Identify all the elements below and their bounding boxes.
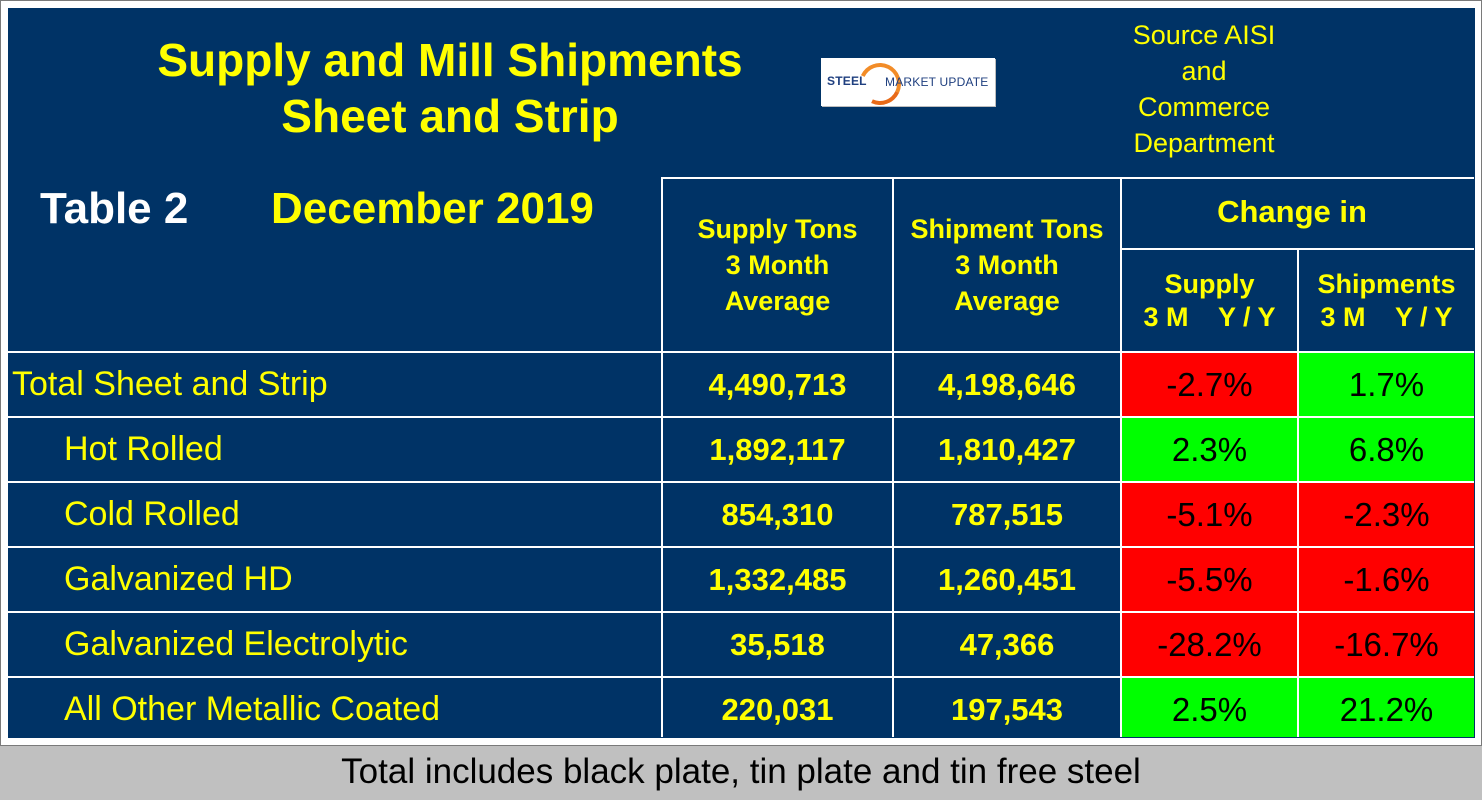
- source-line: Commerce: [1137, 92, 1271, 122]
- shipments-change-cell: -1.6%: [1299, 548, 1474, 611]
- row-label: Galvanized HD: [64, 560, 293, 598]
- report-date: December 2019: [271, 184, 594, 233]
- supply-change-cell: 2.3%: [1122, 418, 1297, 481]
- header-line: Average: [724, 286, 831, 316]
- row-divider: [7, 676, 1474, 678]
- header-top-border: [662, 177, 1474, 179]
- table-row: Galvanized HD 1,332,485 1,260,451 -5.5% …: [7, 548, 1474, 611]
- shipment-tons-cell: 197,543: [950, 692, 1064, 727]
- row-label: Galvanized Electrolytic: [64, 625, 408, 663]
- header-line: 3 Month: [955, 250, 1059, 280]
- shipment-tons-cell: 4,198,646: [938, 367, 1076, 402]
- column-divider: [1297, 249, 1299, 737]
- supply-tons-cell: 854,310: [721, 497, 834, 532]
- logo-steel-text: STEEL: [827, 74, 867, 88]
- row-label: Hot Rolled: [64, 430, 223, 468]
- column-divider: [892, 177, 894, 737]
- table-title: Supply and Mill Shipments Sheet and Stri…: [60, 32, 840, 144]
- row-divider: [7, 416, 1474, 418]
- table-row: All Other Metallic Coated 220,031 197,54…: [7, 678, 1474, 737]
- change-in-header: Change in: [1217, 194, 1367, 229]
- row-label: Total Sheet and Strip: [12, 365, 328, 403]
- shipments-change-cell: 1.7%: [1299, 353, 1474, 416]
- column-divider: [661, 177, 663, 737]
- supply-tons-cell: 220,031: [721, 692, 834, 727]
- table-row: Hot Rolled 1,892,117 1,810,427 2.3% 6.8%: [7, 418, 1474, 481]
- header-line: Shipment Tons: [910, 214, 1104, 244]
- supply-change-cell: 2.5%: [1122, 678, 1297, 737]
- source-line: Source AISI: [1132, 20, 1276, 50]
- header-line: 3 M Y / Y: [1320, 302, 1453, 332]
- row-label: Cold Rolled: [64, 495, 240, 533]
- title-line-1: Supply and Mill Shipments: [157, 34, 743, 86]
- source-note: Source AISI and Commerce Department: [1110, 17, 1298, 161]
- shipments-change-cell: 6.8%: [1299, 418, 1474, 481]
- table-row: Galvanized Electrolytic 35,518 47,366 -2…: [7, 613, 1474, 676]
- table-number: Table 2: [40, 184, 189, 233]
- header-line: 3 M Y / Y: [1143, 302, 1276, 332]
- logo-market-update-text: MARKET UPDATE: [885, 75, 989, 89]
- table-row: Total Sheet and Strip 4,490,713 4,198,64…: [7, 353, 1474, 416]
- shipment-tons-cell: 1,260,451: [938, 562, 1076, 597]
- source-line: Department: [1133, 128, 1275, 158]
- header-line: Shipments: [1317, 269, 1456, 299]
- header-line: Average: [954, 286, 1060, 316]
- supply-change-cell: -28.2%: [1122, 613, 1297, 676]
- header-line: Supply: [1164, 269, 1255, 299]
- shipment-tons-cell: 787,515: [950, 497, 1064, 532]
- shipments-change-cell: -2.3%: [1299, 483, 1474, 546]
- supply-tons-cell: 1,332,485: [708, 562, 847, 597]
- row-divider: [7, 611, 1474, 613]
- header-line: 3 Month: [725, 250, 830, 280]
- supply-change-cell: -5.5%: [1122, 548, 1297, 611]
- table-row: Cold Rolled 854,310 787,515 -5.1% -2.3%: [7, 483, 1474, 546]
- supply-tons-cell: 4,490,713: [708, 367, 847, 402]
- supply-tons-cell: 1,892,117: [709, 432, 846, 467]
- shipments-change-cell: 21.2%: [1299, 678, 1474, 737]
- shipments-change-header: Shipments 3 M Y / Y: [1299, 268, 1474, 334]
- shipment-tons-header: Shipment Tons 3 Month Average: [894, 211, 1120, 319]
- footnote: Total includes black plate, tin plate an…: [341, 752, 1141, 791]
- column-divider: [1120, 177, 1122, 737]
- shipment-tons-cell: 1,810,427: [938, 432, 1076, 467]
- supply-tons-header: Supply Tons 3 Month Average: [663, 211, 892, 319]
- shipment-tons-cell: 47,366: [959, 627, 1055, 662]
- shipments-change-cell: -16.7%: [1299, 613, 1474, 676]
- row-divider: [7, 546, 1474, 548]
- supply-change-cell: -2.7%: [1122, 353, 1297, 416]
- supply-change-header: Supply 3 M Y / Y: [1122, 268, 1297, 334]
- title-line-2: Sheet and Strip: [281, 90, 619, 142]
- steel-market-update-logo: STEEL MARKET UPDATE: [821, 57, 995, 111]
- supply-change-cell: -5.1%: [1122, 483, 1297, 546]
- row-divider: [7, 481, 1474, 483]
- source-line: and: [1181, 56, 1227, 86]
- supply-tons-cell: 35,518: [730, 627, 825, 662]
- header-line: Supply Tons: [697, 214, 858, 244]
- row-label: All Other Metallic Coated: [64, 690, 441, 728]
- header-bottom-border: [7, 351, 1474, 353]
